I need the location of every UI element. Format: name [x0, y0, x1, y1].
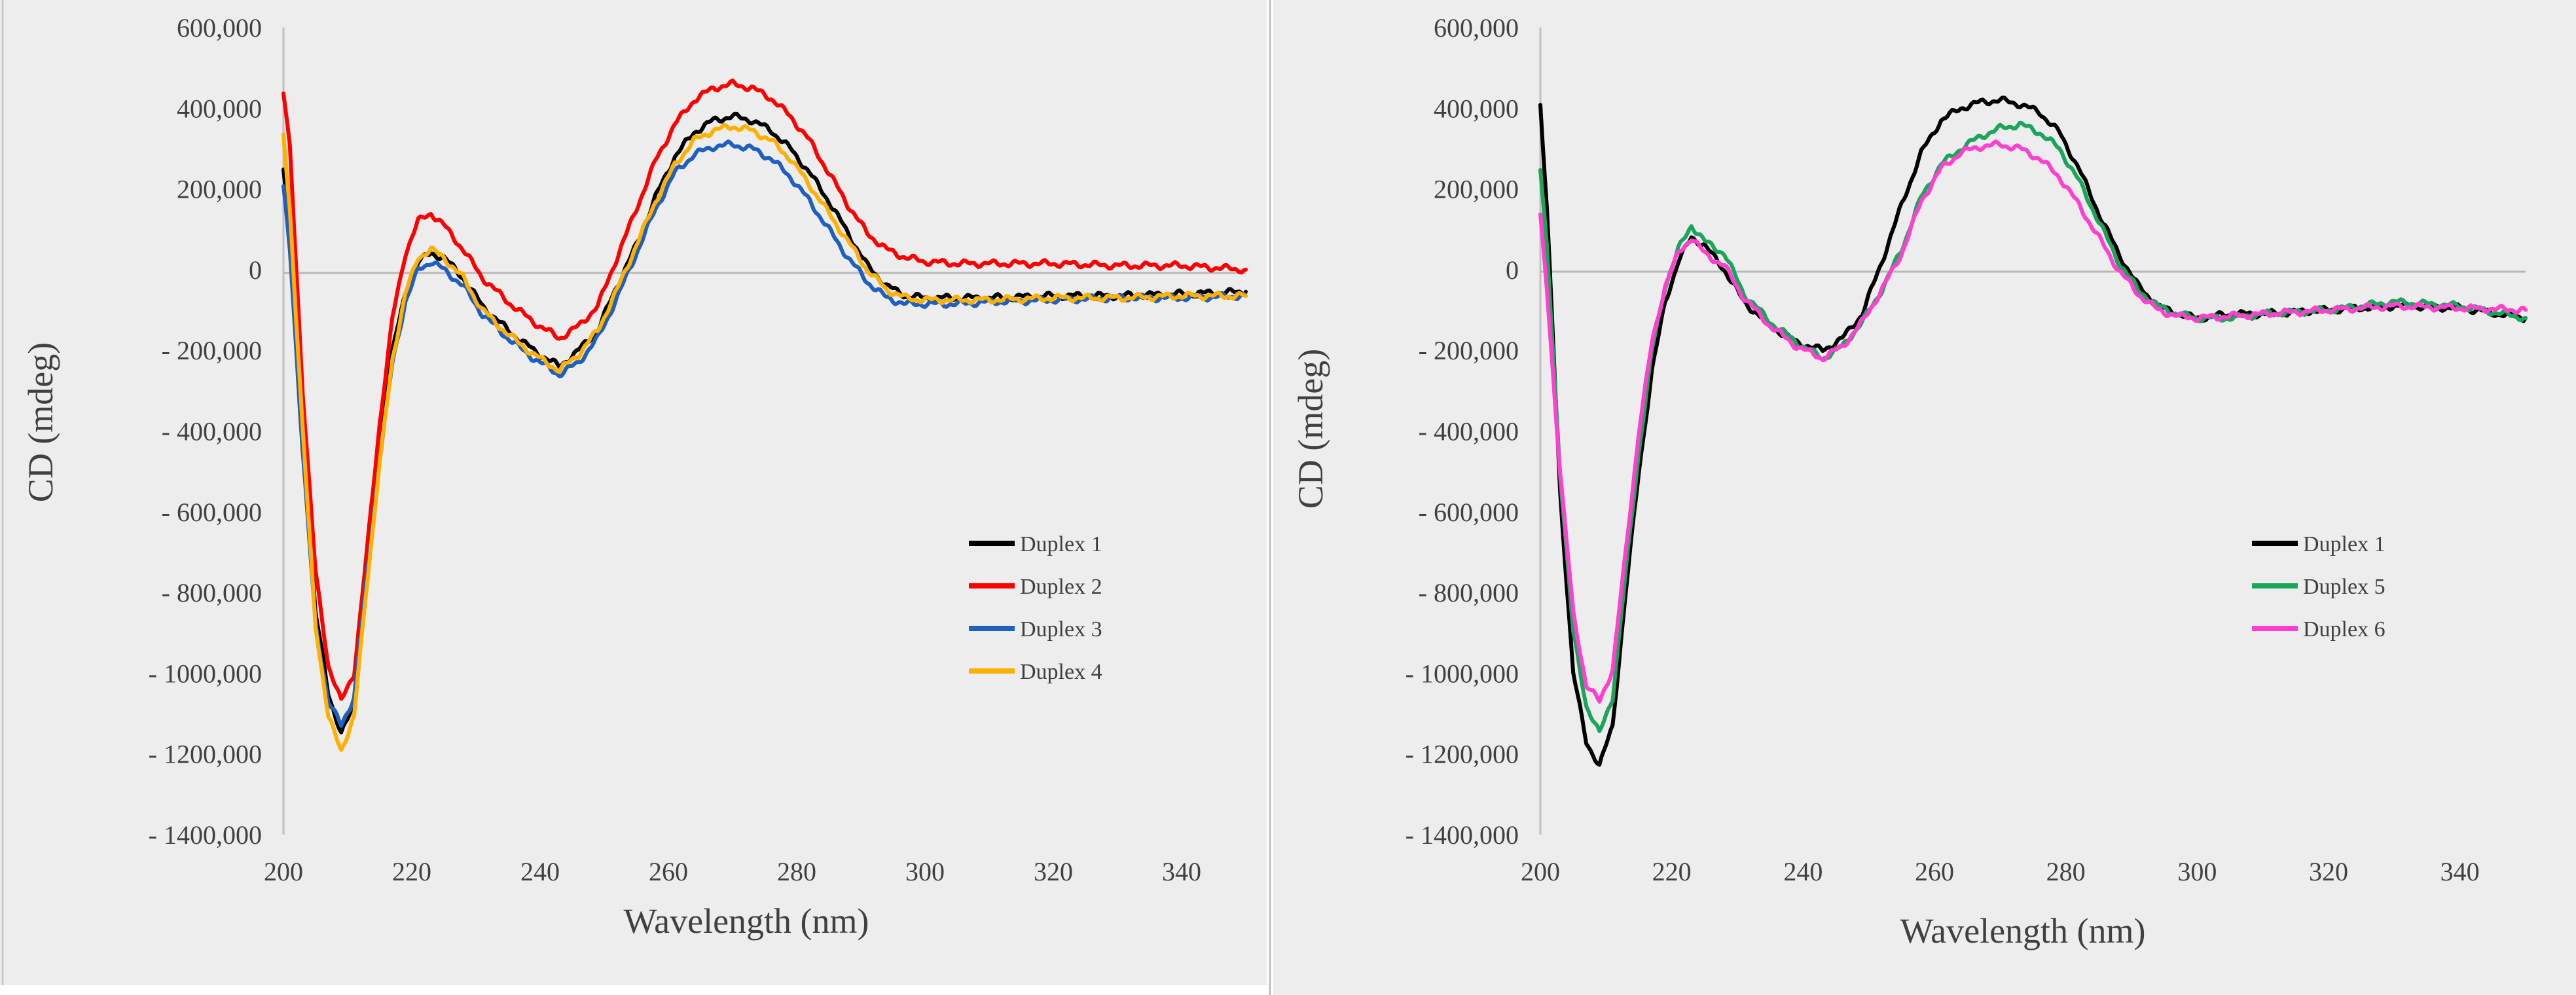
left-x-tick-label: 300: [905, 857, 945, 886]
right-y-tick-label: 400,000: [1434, 94, 1519, 123]
left-y-tick-label: - 1200,000: [149, 740, 262, 769]
right-x-tick-label: 280: [2046, 857, 2086, 886]
right-legend-label: Duplex 5: [2303, 575, 2386, 599]
left-series: [281, 78, 1248, 752]
right-legend-label: Duplex 1: [2303, 532, 2386, 556]
right-legend: Duplex 1 Duplex 5 Duplex 6: [2252, 532, 2386, 642]
right-series: [1538, 96, 2528, 767]
left-legend: Duplex 1 Duplex 2 Duplex 3 Duplex 4: [969, 532, 1102, 684]
left-x-tick-label: 280: [777, 857, 816, 886]
left-x-tick-label: 320: [1034, 857, 1073, 886]
left-y-tick-label: - 400,000: [162, 417, 262, 446]
left-y-tick-label: - 600,000: [162, 497, 262, 527]
left-legend-label: Duplex 3: [1020, 617, 1102, 642]
left-chart-background: [0, 0, 1267, 985]
right-legend-label: Duplex 6: [2303, 617, 2386, 642]
right-y-tick-label: 600,000: [1434, 13, 1519, 43]
right-y-tick-label: - 400,000: [1419, 417, 1519, 446]
right-x-tick-label: 340: [2440, 857, 2480, 886]
left-x-tick-label: 260: [649, 857, 688, 886]
right-y-tick-label: - 1000,000: [1406, 659, 1519, 688]
right-x-tick-label: 240: [1783, 857, 1823, 886]
right-series-line-duplex-6: [1538, 139, 2528, 704]
right-y-tick-labels: 600,000 400,000 200,000 0 - 200,000 - 400,000…: [1406, 13, 1519, 850]
left-y-tick-label: - 800,000: [162, 578, 262, 607]
left-series-line-duplex-4: [281, 122, 1248, 752]
left-x-tick-labels: 200 220 240 260 280 300 320 340: [264, 857, 1201, 886]
right-y-tick-label: 200,000: [1434, 175, 1519, 204]
right-chart-background: [1273, 0, 2576, 995]
left-y-tick-label: 0: [249, 255, 262, 285]
left-series-line-duplex-2: [281, 78, 1248, 701]
left-x-tick-label: 240: [520, 857, 560, 886]
left-y-tick-label: 400,000: [177, 94, 262, 123]
right-y-tick-label: - 1400,000: [1406, 820, 1519, 850]
right-y-tick-label: - 600,000: [1419, 497, 1519, 527]
left-legend-label: Duplex 2: [1020, 575, 1102, 599]
left-y-tick-labels: 600,000 400,000 200,000 0 - 200,000 - 400,000…: [149, 13, 262, 850]
left-x-tick-label: 220: [392, 857, 431, 886]
right-x-tick-label: 320: [2309, 857, 2348, 886]
right-x-tick-label: 260: [1915, 857, 1954, 886]
right-x-tick-label: 200: [1521, 857, 1560, 886]
left-chart: 600,000 400,000 200,000 0 - 200,000 - 400,000…: [21, 13, 1248, 941]
left-y-tick-label: 200,000: [177, 175, 262, 204]
right-y-tick-label: - 1200,000: [1406, 740, 1519, 769]
right-x-tick-label: 300: [2177, 857, 2217, 886]
left-series-line-duplex-3: [281, 139, 1248, 728]
left-y-tick-label: - 200,000: [162, 336, 262, 365]
left-y-tick-label: - 1400,000: [149, 820, 262, 850]
left-x-axis-title: Wavelength (nm): [623, 901, 869, 941]
right-y-tick-label: - 200,000: [1419, 336, 1519, 365]
right-chart: 600,000 400,000 200,000 0 - 200,000 - 400,000…: [1291, 13, 2528, 950]
right-y-axis-title: CD (mdeg): [1291, 349, 1330, 509]
left-x-tick-label: 200: [264, 857, 303, 886]
left-y-axis-title: CD (mdeg): [21, 342, 60, 502]
left-x-tick-label: 340: [1162, 857, 1201, 886]
right-x-axis-title: Wavelength (nm): [1900, 911, 2145, 950]
right-y-tick-label: - 800,000: [1419, 578, 1519, 607]
right-x-tick-labels: 200 220 240 260 280 300 320 340: [1521, 857, 2480, 886]
right-y-tick-label: 0: [1506, 255, 1519, 285]
left-legend-label: Duplex 4: [1020, 660, 1102, 684]
left-y-tick-label: - 1000,000: [149, 659, 262, 688]
left-legend-label: Duplex 1: [1020, 532, 1102, 556]
right-x-tick-label: 220: [1652, 857, 1692, 886]
left-y-tick-label: 600,000: [177, 13, 262, 43]
